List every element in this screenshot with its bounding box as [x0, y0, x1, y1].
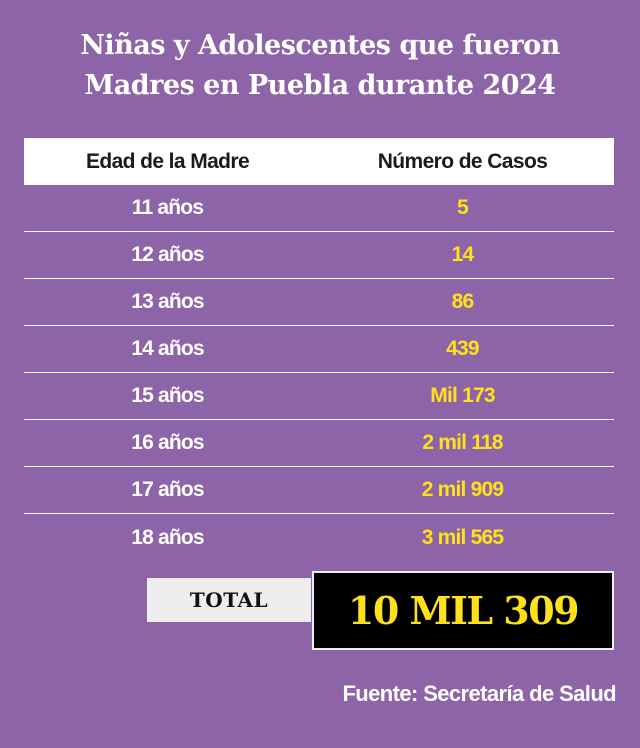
- row-cases: 3 mil 565: [421, 525, 504, 549]
- total-label-box: TOTAL: [147, 578, 311, 622]
- header-cases: Número de Casos: [377, 149, 548, 173]
- row-cases: 14: [451, 243, 475, 266]
- table-row: 11 años 5: [24, 185, 614, 232]
- row-age: 18 años: [131, 525, 204, 549]
- row-age: 12 años: [131, 243, 204, 266]
- table-row: 12 años 14: [24, 232, 614, 279]
- total-value-box: 10 MIL 309: [312, 571, 614, 650]
- table-row: 15 años Mil 173: [24, 373, 614, 420]
- row-cases: Mil 173: [430, 384, 495, 407]
- row-age: 15 años: [131, 384, 204, 407]
- row-age: 11 años: [131, 196, 204, 219]
- total-value: 10 MIL 309: [347, 588, 580, 633]
- row-age: 17 años: [131, 478, 204, 501]
- table-row: 13 años 86: [24, 279, 614, 326]
- row-cases: 2 mil 118: [422, 431, 503, 454]
- row-age: 13 años: [131, 290, 204, 313]
- row-cases: 5: [457, 196, 469, 219]
- row-cases: 2 mil 909: [421, 478, 504, 501]
- row-cases: 439: [446, 337, 479, 360]
- title-line-1: Niñas y Adolescentes que fueron: [80, 30, 560, 61]
- infographic-title: Niñas y Adolescentes que fueron Madres e…: [0, 26, 640, 106]
- row-age: 14 años: [131, 337, 204, 360]
- header-age: Edad de la Madre: [85, 149, 250, 173]
- table-header: Edad de la Madre Número de Casos: [24, 138, 614, 185]
- source-credit: Fuente: Secretaría de Salud: [342, 681, 616, 706]
- table-row: 16 años 2 mil 118: [24, 420, 614, 467]
- total-label: TOTAL: [189, 588, 269, 612]
- row-cases: 86: [451, 290, 475, 313]
- table-row: 14 años 439: [24, 326, 614, 373]
- table-row: 17 años 2 mil 909: [24, 467, 614, 514]
- title-line-2: Madres en Puebla durante 2024: [84, 70, 556, 101]
- row-age: 16 años: [131, 431, 204, 454]
- cases-table: Edad de la Madre Número de Casos 11 años…: [24, 138, 614, 561]
- table-row: 18 años 3 mil 565: [24, 514, 614, 561]
